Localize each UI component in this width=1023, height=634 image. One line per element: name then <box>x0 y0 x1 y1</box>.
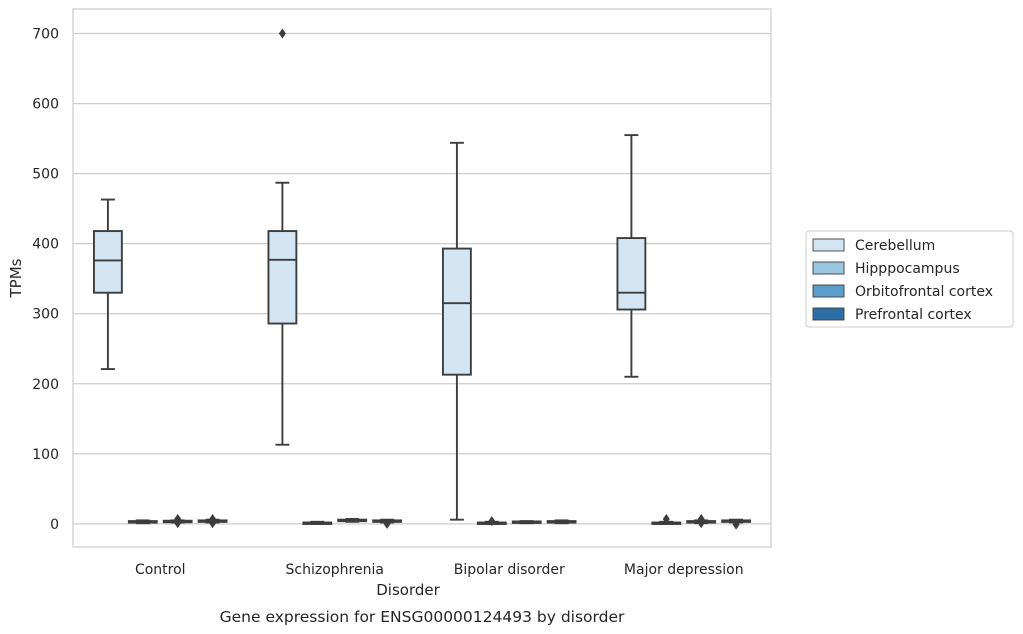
box-major-depression-cerebellum <box>616 134 647 378</box>
outlier-point <box>278 28 286 39</box>
y-tick-label: 500 <box>32 167 59 183</box>
gridlines <box>73 32 771 525</box>
legend-label: Hipppocampus <box>855 261 960 277</box>
box-bipolar-disorder-orbitofrontal-cortex <box>511 520 542 525</box>
box-schizophrenia-hipppocampus <box>302 520 333 525</box>
box-bipolar-disorder-cerebellum <box>441 141 472 521</box>
box-bipolar-disorder-hipppocampus <box>476 516 507 527</box>
box-major-depression-orbitofrontal-cortex <box>686 513 717 529</box>
box-schizophrenia-prefrontal-cortex <box>372 518 403 529</box>
y-tick-label: 100 <box>32 447 59 463</box>
iqr-box <box>441 247 472 376</box>
box-major-depression-hipppocampus <box>651 513 682 525</box>
x-tick-labels: Control Schizophrenia Bipolar disorder Majo… <box>135 562 744 578</box>
box-control-orbitofrontal-cortex <box>162 513 193 529</box>
chart-caption: Gene expression for ENSG00000124493 by d… <box>220 608 625 626</box>
x-axis-label: Disorder <box>376 581 440 599</box>
y-axis-label: TPMs <box>7 258 25 298</box>
x-tick-label-bipolar-disorder: Bipolar disorder <box>454 562 565 578</box>
outlier-point <box>383 518 391 529</box>
y-tick-labels: 0 100 200 300 400 500 600 700 <box>32 27 59 533</box>
iqr-box <box>616 237 647 311</box>
y-tick-label: 0 <box>50 517 59 533</box>
outlier-point <box>732 519 740 530</box>
outlier-point <box>488 516 496 527</box>
legend-swatch <box>812 238 845 252</box>
y-tick-label: 600 <box>32 97 59 113</box>
legend-item-prefrontal-cortex: Prefrontal cortex <box>812 307 972 323</box>
outlier-point <box>209 513 217 524</box>
box-control-cerebellum <box>92 198 123 371</box>
legend-swatch <box>812 261 845 275</box>
legend-label: Orbitofrontal cortex <box>855 284 993 300</box>
x-tick-label-control: Control <box>135 562 186 578</box>
x-tick-label-schizophrenia: Schizophrenia <box>286 562 384 578</box>
legend-item-orbitofrontal-cortex: Orbitofrontal cortex <box>812 284 993 300</box>
box-major-depression-prefrontal-cortex <box>721 518 752 530</box>
outlier-point <box>662 513 670 524</box>
box-schizophrenia-orbitofrontal-cortex <box>337 518 368 523</box>
legend-label: Prefrontal cortex <box>855 307 972 323</box>
box-schizophrenia-cerebellum <box>267 28 298 446</box>
legend-swatch <box>812 284 845 298</box>
box-series <box>92 28 752 530</box>
legend: Cerebellum Hipppocampus Orbitofrontal cort… <box>805 230 1014 328</box>
outlier-point <box>174 513 182 524</box>
y-tick-label: 400 <box>32 237 59 253</box>
iqr-box <box>92 230 123 294</box>
y-tick-label: 300 <box>32 307 59 323</box>
legend-label: Cerebellum <box>855 238 935 254</box>
box-control-hipppocampus <box>127 519 158 525</box>
y-tick-label: 200 <box>32 377 59 393</box>
outlier-point <box>697 513 705 524</box>
box-bipolar-disorder-prefrontal-cortex <box>546 519 577 525</box>
x-tick-label-major-depression: Major depression <box>624 562 744 578</box>
legend-swatch <box>812 307 845 321</box>
legend-frame <box>805 230 1014 328</box>
legend-item-cerebellum: Cerebellum <box>812 238 935 254</box>
legend-item-hipppocampus: Hipppocampus <box>812 261 960 277</box>
y-tick-label: 700 <box>32 27 59 43</box>
plot-frame <box>72 8 772 548</box>
box-control-prefrontal-cortex <box>197 513 228 529</box>
iqr-box <box>267 230 298 325</box>
